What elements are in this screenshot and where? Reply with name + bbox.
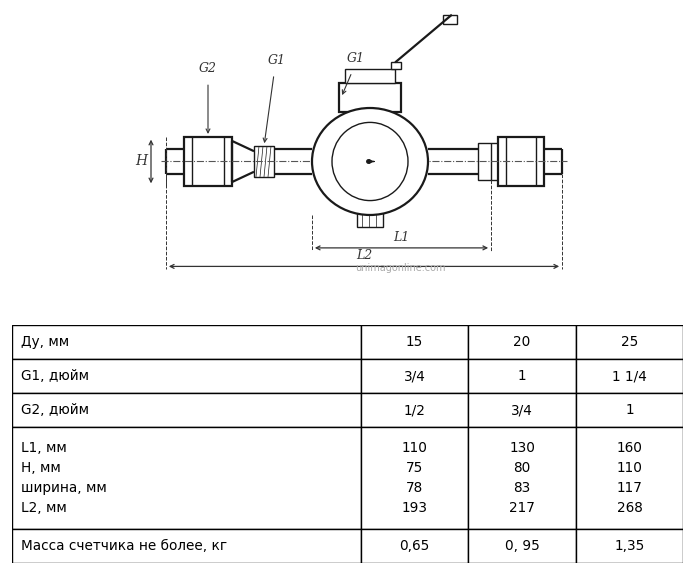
Bar <box>575 325 683 359</box>
Text: 1,35: 1,35 <box>614 540 645 553</box>
Bar <box>12 325 361 359</box>
Bar <box>468 359 575 393</box>
Bar <box>12 359 361 393</box>
Text: Ду, мм: Ду, мм <box>21 335 69 349</box>
Bar <box>575 393 683 427</box>
Text: 110
75
78
193: 110 75 78 193 <box>402 441 427 515</box>
Bar <box>12 529 361 563</box>
Bar <box>498 137 544 186</box>
Bar <box>357 211 383 227</box>
Bar <box>468 393 575 427</box>
Text: G1: G1 <box>268 54 286 67</box>
Text: 0, 95: 0, 95 <box>505 540 539 553</box>
Bar <box>361 393 468 427</box>
Bar <box>575 359 683 393</box>
Bar <box>361 529 468 563</box>
Text: L1, мм
Н, мм
ширина, мм
L2, мм: L1, мм Н, мм ширина, мм L2, мм <box>21 441 106 515</box>
Text: 0,65: 0,65 <box>400 540 430 553</box>
Bar <box>361 359 468 393</box>
Text: 3/4: 3/4 <box>404 369 425 383</box>
Text: 1: 1 <box>626 403 634 417</box>
Bar <box>254 146 274 177</box>
Bar <box>478 143 498 180</box>
Bar <box>339 83 401 112</box>
Bar <box>468 427 575 529</box>
Bar <box>12 427 361 529</box>
Bar <box>468 325 575 359</box>
Bar <box>391 62 401 69</box>
Text: G1: G1 <box>347 52 365 65</box>
Text: H: H <box>135 154 147 169</box>
Text: 1/2: 1/2 <box>404 403 425 417</box>
Text: 160
110
117
268: 160 110 117 268 <box>616 441 642 515</box>
Ellipse shape <box>332 122 408 201</box>
Text: G2: G2 <box>199 62 217 75</box>
Text: 25: 25 <box>621 335 638 349</box>
Bar <box>361 325 468 359</box>
Bar <box>443 15 457 24</box>
Text: Масса счетчика не более, кг: Масса счетчика не более, кг <box>21 540 227 553</box>
Text: 1: 1 <box>518 369 526 383</box>
Bar <box>468 529 575 563</box>
Text: 3/4: 3/4 <box>511 403 533 417</box>
Text: 20: 20 <box>514 335 531 349</box>
Bar <box>12 393 361 427</box>
Bar <box>345 69 395 83</box>
Bar <box>184 137 232 186</box>
Text: G1, дюйм: G1, дюйм <box>21 369 88 383</box>
Text: 15: 15 <box>406 335 423 349</box>
Bar <box>361 427 468 529</box>
Text: unimagonline.com: unimagonline.com <box>354 264 445 273</box>
Text: L1: L1 <box>393 231 409 244</box>
Bar <box>575 529 683 563</box>
Bar <box>575 427 683 529</box>
Text: 1 1/4: 1 1/4 <box>612 369 647 383</box>
Text: G2, дюйм: G2, дюйм <box>21 403 88 417</box>
Ellipse shape <box>312 108 428 215</box>
Text: 130
80
83
217: 130 80 83 217 <box>509 441 535 515</box>
Text: L2: L2 <box>356 249 372 262</box>
